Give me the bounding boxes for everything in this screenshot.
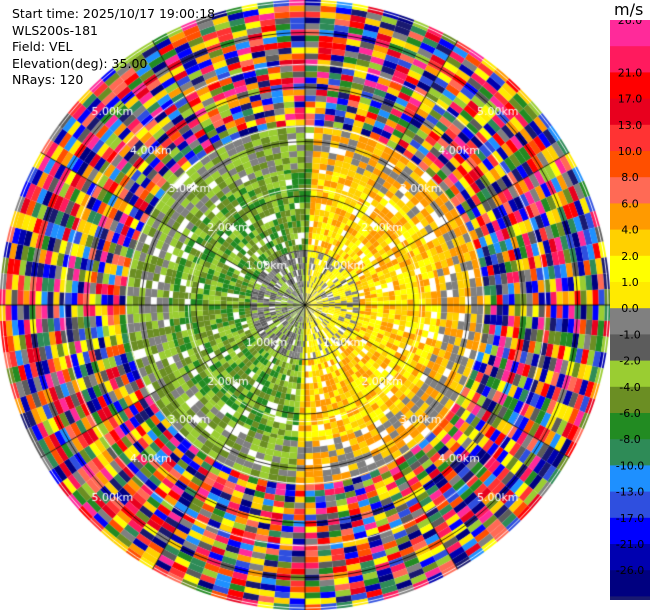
colorbar-segment [610, 413, 650, 440]
nrays: NRays: 120 [12, 72, 84, 88]
colorbar-tick-label: -26.0 [616, 564, 644, 577]
colorbar-tick-label: 10.0 [618, 145, 643, 158]
colorbar-tick-label: 1.0 [621, 276, 639, 289]
colorbar-segment [610, 229, 650, 257]
colorbar-tick-label: 17.0 [618, 93, 643, 106]
colorbar-segment [610, 334, 650, 362]
colorbar-segment [610, 360, 650, 388]
colorbar-segment [610, 386, 650, 414]
station-name: WLS200s-181 [12, 22, 98, 38]
colorbar-segment [610, 517, 650, 545]
colorbar-tick-label: -8.0 [619, 433, 640, 446]
colorbar-unit: m/s [614, 0, 644, 19]
scan-info: Start time: 2025/10/17 19:00:18 WLS200s-… [12, 6, 215, 89]
colorbar-segment [610, 203, 650, 231]
colorbar-tick-label: 21.0 [618, 66, 643, 79]
colorbar-tick-label: -1.0 [619, 328, 640, 341]
colorbar-tick-label: 13.0 [618, 119, 643, 132]
colorbar-segment [610, 255, 650, 283]
colorbar-tick-label: 4.0 [621, 224, 639, 237]
colorbar: 26.0 21.0 17.0 13.0 10.0 8.0 6.0 4.0 2.0 1.0 0.0 -1… [610, 20, 650, 600]
colorbar-segment [610, 282, 650, 309]
colorbar-tick-label: -4.0 [619, 381, 640, 394]
colorbar-segment [610, 439, 650, 466]
field-name: Field: VEL [12, 39, 73, 55]
colorbar-segment [610, 544, 650, 571]
colorbar-segment [610, 46, 650, 73]
colorbar-segment [610, 308, 650, 335]
colorbar-tick-label: 6.0 [621, 197, 639, 210]
colorbar-segment [610, 151, 650, 178]
colorbar-tick-label: 0.0 [621, 302, 639, 315]
colorbar-tick-label: -13.0 [616, 486, 644, 499]
elevation: Elevation(deg): 35.00 [12, 55, 148, 71]
colorbar-segment [610, 72, 650, 100]
colorbar-segment [610, 570, 650, 597]
colorbar-segment [610, 177, 650, 204]
colorbar-segment [610, 491, 650, 519]
colorbar-segment [610, 596, 650, 600]
colorbar-tick-label: 2.0 [621, 250, 639, 263]
colorbar-segment [610, 124, 650, 152]
colorbar-tick-label: -2.0 [619, 355, 640, 368]
colorbar-tick-label: 8.0 [621, 171, 639, 184]
colorbar-tick-label: -21.0 [616, 538, 644, 551]
colorbar-tick-label: 26.0 [618, 20, 643, 27]
ppi-velocity-plot [0, 0, 610, 610]
colorbar-tick-label: -10.0 [616, 459, 644, 472]
colorbar-segment [610, 98, 650, 126]
start-time: Start time: 2025/10/17 19:00:18 [12, 6, 216, 21]
colorbar-segment [610, 465, 650, 493]
colorbar-tick-label: -6.0 [619, 407, 640, 420]
colorbar-tick-label: -17.0 [616, 512, 644, 525]
colorbar-segment [610, 20, 650, 47]
